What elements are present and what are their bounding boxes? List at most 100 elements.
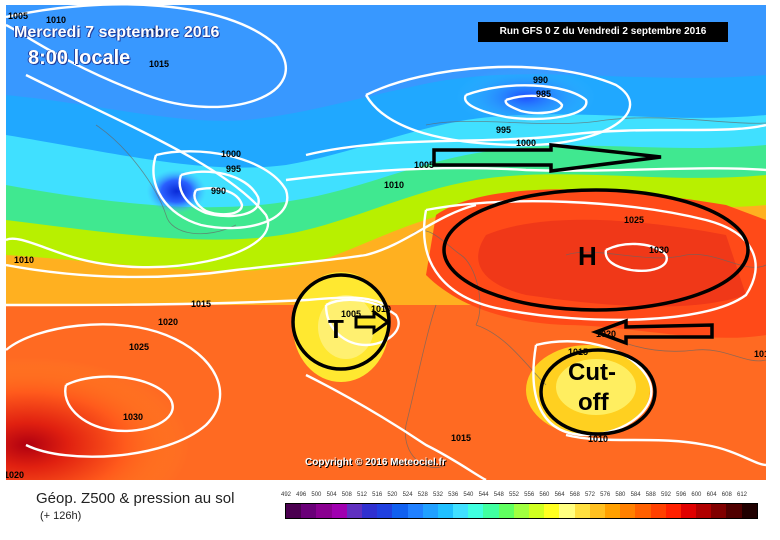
scale-cell: [377, 504, 393, 518]
arrow-west: [590, 318, 714, 346]
scale-label: 516: [372, 492, 383, 498]
isobar-labels: 1005 1010 1020 1015 990 985 995 1000 100…: [6, 11, 766, 480]
scale-label: 564: [554, 492, 565, 498]
geopotential-map: 1005 1010 1020 1015 990 985 995 1000 100…: [6, 5, 766, 480]
isobar-label: 1020: [158, 317, 178, 327]
scale-label: 508: [341, 492, 352, 498]
isobar-label: 1010: [46, 15, 66, 25]
scale-cell: [529, 504, 545, 518]
scale-label: 556: [524, 492, 535, 498]
isobar-label: 1030: [123, 412, 143, 422]
isobar-label: 985: [536, 89, 551, 99]
scale-label: 512: [356, 492, 368, 498]
scale-cell: [331, 504, 347, 518]
copyright: Copyright © 2016 Meteociel.fr: [305, 457, 446, 468]
scale-label: 588: [645, 492, 656, 498]
scale-label: 608: [721, 492, 732, 498]
scale-label: 528: [417, 492, 428, 498]
scale-cell: [635, 504, 651, 518]
isobar-label: 990: [533, 75, 548, 85]
scale-cell: [483, 504, 499, 518]
scale-cell: [422, 504, 438, 518]
run-info: Run GFS 0 Z du Vendredi 2 septembre 2016: [478, 22, 728, 42]
scale-cell: [696, 504, 712, 518]
scale-label: 500: [311, 492, 322, 498]
isobar-label: 1005: [414, 160, 434, 170]
scale-label: 496: [296, 492, 307, 498]
isobar-label: 1015: [149, 59, 169, 69]
scale-label: 536: [448, 492, 459, 498]
isobar-label: 1010: [384, 180, 404, 190]
high-label: H: [578, 241, 597, 271]
scale-cell: [407, 504, 423, 518]
color-scale: 492 496 500 504 508 512 516 520 524 528 532 536 540 5…: [281, 492, 758, 522]
isobar-label: 990: [211, 186, 226, 196]
isobar-label: 1000: [221, 149, 241, 159]
scale-cell: [574, 504, 590, 518]
scale-cell: [513, 504, 529, 518]
isobar-label: 1020: [6, 470, 24, 480]
isobar-label: 1010: [371, 304, 391, 314]
arrow-short: [354, 309, 391, 335]
isobar-label: 1010: [588, 434, 608, 444]
scale-cell: [680, 504, 697, 518]
cut-off-label-line2: off: [578, 389, 610, 416]
scale-label: 540: [463, 492, 474, 498]
scale-cell: [741, 504, 757, 518]
scale-label: 568: [569, 492, 580, 498]
legend-title: Géop. Z500 & pression au sol: [36, 490, 235, 507]
scale-cell: [544, 504, 560, 518]
isobar-label: 1005: [8, 11, 28, 21]
scale-cell: [726, 504, 742, 518]
scale-label: 604: [706, 492, 717, 498]
scale-cell: [437, 504, 454, 518]
scale-cell: [559, 504, 575, 518]
low-label: T: [328, 314, 344, 344]
scale-label: 572: [584, 492, 596, 498]
scale-cell: [650, 504, 666, 518]
scale-label: 552: [508, 492, 520, 498]
isobar-label: 1010: [14, 255, 34, 265]
scale-label: 596: [676, 492, 687, 498]
scale-cell: [346, 504, 362, 518]
isobar-label: 1025: [129, 342, 149, 352]
high-pressure-circle: [442, 188, 750, 312]
scale-cell: [604, 504, 621, 518]
scale-cell: [453, 504, 469, 518]
isobar-label: 1020: [141, 27, 161, 37]
scale-label: 548: [493, 492, 504, 498]
scale-cell: [711, 504, 727, 518]
color-scale-bar: [285, 503, 758, 519]
scale-label: 492: [280, 492, 292, 498]
isobar-label: 1000: [516, 138, 536, 148]
scale-cell: [468, 504, 484, 518]
cut-off-circle: [539, 348, 657, 436]
scale-cell: [392, 504, 408, 518]
scale-label: 532: [432, 492, 444, 498]
scale-label: 560: [539, 492, 550, 498]
scale-cell: [361, 504, 378, 518]
scale-label: 544: [478, 492, 489, 498]
isobar-label: 1015: [451, 433, 471, 443]
scale-label: 524: [402, 492, 413, 498]
scale-label: 592: [660, 492, 672, 498]
scale-label: 584: [630, 492, 641, 498]
scale-cell: [301, 504, 317, 518]
scale-label: 576: [600, 492, 611, 498]
scale-cell: [589, 504, 605, 518]
isobar-label: 1030: [649, 245, 669, 255]
scale-cell: [316, 504, 332, 518]
scale-cell: [286, 504, 302, 518]
isobar-label: 1025: [624, 215, 644, 225]
cut-off-label-line1: Cut-: [568, 359, 616, 386]
scale-label: 612: [736, 492, 748, 498]
scale-cell: [665, 504, 681, 518]
isobar-label: 995: [226, 164, 241, 174]
isobar-label: 1005: [341, 309, 361, 319]
scale-cell: [498, 504, 514, 518]
scale-label: 600: [691, 492, 702, 498]
scale-label: 504: [326, 492, 337, 498]
isobar-label: 995: [496, 125, 511, 135]
isobar-label: 1015: [191, 299, 211, 309]
isobar-label: 1010: [754, 349, 766, 359]
